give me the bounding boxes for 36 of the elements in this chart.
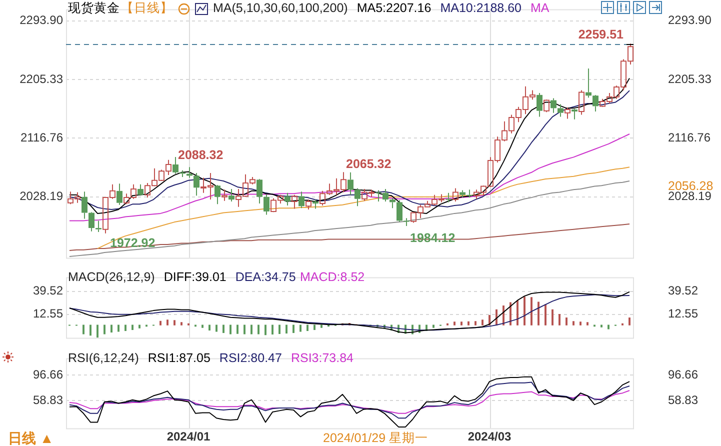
y2-tick-label: 58.83 [668,392,698,407]
y2-tick-label: 2116.76 [668,130,711,144]
text: RSI1:87.05 [148,351,210,366]
y-tick-label: 39.52 [32,284,64,298]
legend-title: MACD(26,12,9) [68,270,155,285]
text: DEA:34.75 [235,270,296,285]
y-tick-label: 96.66 [32,367,64,382]
y-tick-label: 2205.33 [20,72,64,86]
text: DIFF:39.01 [164,270,226,285]
text: 2024/01/29 星期一 [323,431,428,446]
x-tick-label: 2024/03 [468,430,512,444]
legend-title: MA(5,10,30,60,100,200) [213,1,348,16]
y-tick-label: 12.55 [32,306,64,321]
annotation: 2065.32 [346,157,392,172]
chart-subtitle: 【日线】 [121,1,173,16]
x-tick-label: 2024/01 [166,430,211,444]
y-tick-label: 58.83 [32,392,64,407]
y-tick-label: 2293.90 [20,13,64,28]
text: 日线 ▲ [8,430,54,446]
text: MA [530,1,550,16]
text: RSI2:80.47 [219,351,282,366]
y2-tick-label: 2293.90 [668,13,712,28]
annotation: MACD:8.52 [300,270,365,285]
text: MA5:2207.16 [356,1,432,16]
annotation: 2088.32 [178,148,224,163]
y2-tick-label: 39.52 [668,284,698,298]
chart-title: 现货黄金 [68,1,120,16]
annotation: 2259.51 [578,28,624,42]
legend-title: RSI(6,12,24) [68,351,139,366]
y2-tick-label: 12.55 [668,306,698,321]
y2-tick-label: 96.66 [668,367,698,382]
text: RSI3:73.84 [290,351,354,366]
y-tick-label: 2028.19 [20,189,64,204]
text: MA10:2188.60 [440,1,522,16]
y2-tick-label: 2205.33 [668,72,712,86]
y-tick-label: 2116.76 [20,130,64,144]
